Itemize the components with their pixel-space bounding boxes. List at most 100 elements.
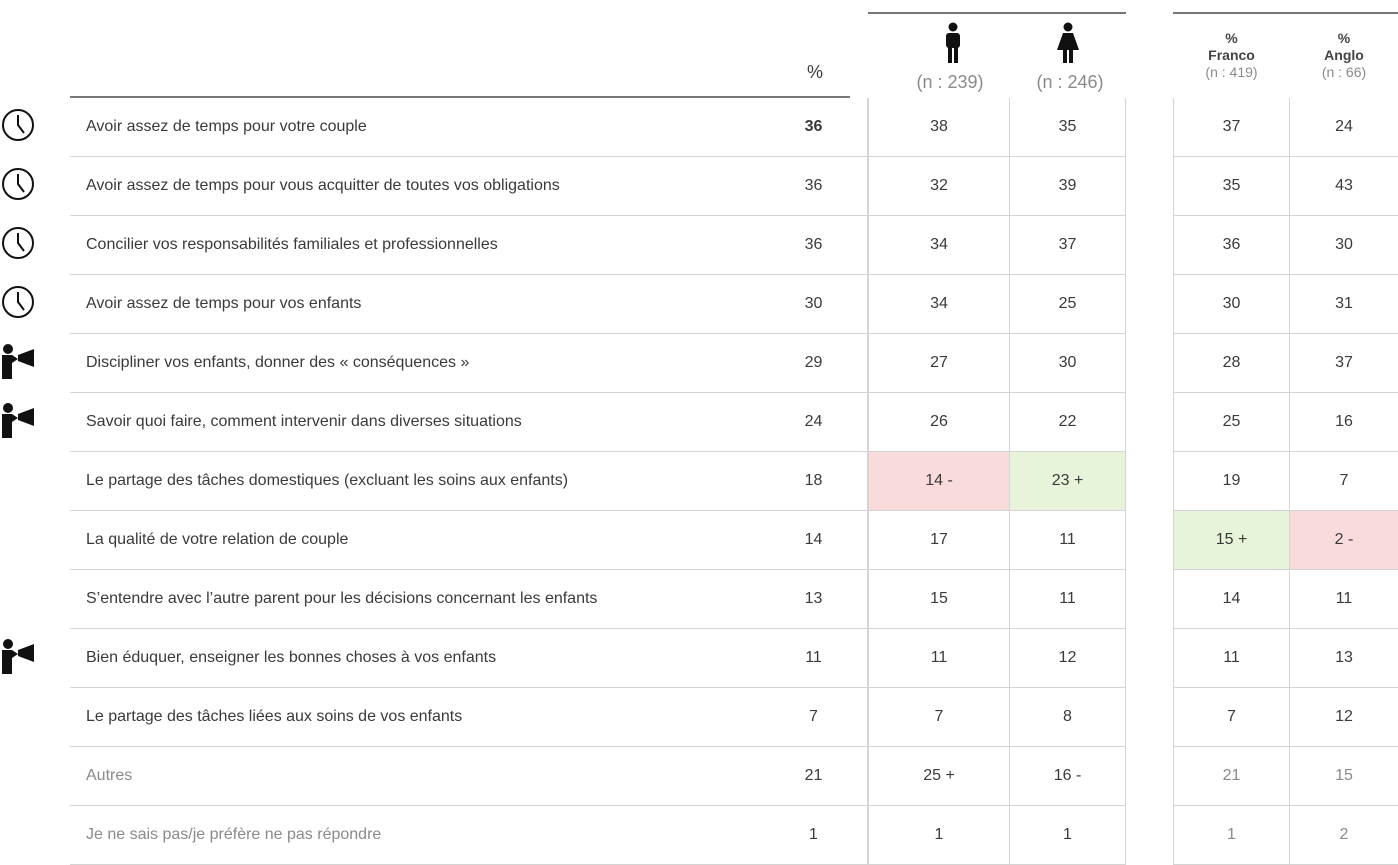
megaphone-icon [2,344,34,379]
anglo-header: % [1337,30,1351,46]
row-label: Concilier vos responsabilités familiales… [70,216,760,275]
cell: 32 [868,157,1010,216]
row-label: Le partage des tâches liées aux soins de… [70,688,760,747]
cell: 11 [760,629,868,688]
cell: 18 [760,452,868,511]
cell: 21 [760,747,868,806]
row-label: Avoir assez de temps pour vos enfants [70,275,760,334]
cell: 35 [1010,98,1126,157]
cell: 25 + [868,747,1010,806]
cell: 25 [1010,275,1126,334]
cell: 19 [1173,452,1290,511]
row-label: Autres [70,747,760,806]
row-label: Je ne sais pas/je préfère ne pas répondr… [70,806,760,865]
cell: 38 [868,98,1010,157]
cell: 12 [1010,629,1126,688]
cell: 37 [1010,216,1126,275]
cell: 24 [1290,98,1398,157]
cell: 7 [1290,452,1398,511]
total-header: % [806,62,823,82]
cell: 11 [1173,629,1290,688]
women-n: (n : 246) [1036,72,1104,92]
cell: 13 [1290,629,1398,688]
cell: 30 [1290,216,1398,275]
cell: 39 [1010,157,1126,216]
cell: 30 [760,275,868,334]
cell: 15 [868,570,1010,629]
cell: 37 [1173,98,1290,157]
cell: 30 [1173,275,1290,334]
cell: 24 [760,393,868,452]
row-label: Discipliner vos enfants, donner des « co… [70,334,760,393]
cell: 7 [868,688,1010,747]
cell: 34 [868,275,1010,334]
cell: 11 [1010,570,1126,629]
cell: 14 [760,511,868,570]
row-label: S’entendre avec l’autre parent pour les … [70,570,760,629]
cell: 1 [1010,806,1126,865]
cell: 16 [1290,393,1398,452]
clock-icon [2,227,34,259]
cell: 37 [1290,334,1398,393]
cell: 23 + [1010,452,1126,511]
cell: 27 [868,334,1010,393]
cell: 15 + [1173,511,1290,570]
cell: 31 [1290,275,1398,334]
cell: 14 [1173,570,1290,629]
franco-header: Franco [1208,47,1255,63]
clock-icon [2,168,34,200]
cell: 21 [1173,747,1290,806]
cell: 36 [1173,216,1290,275]
cell: 34 [868,216,1010,275]
header-rule [1173,12,1398,14]
cell: 11 [1290,570,1398,629]
cell: 8 [1010,688,1126,747]
header-rule [70,96,850,98]
men-n: (n : 239) [916,72,984,92]
cell: 15 [1290,747,1398,806]
cell: 28 [1173,334,1290,393]
anglo-n: (n : 66) [1321,64,1367,80]
cell: 17 [868,511,1010,570]
cell: 36 [760,157,868,216]
cell: 36 [760,98,868,157]
clock-icon [2,286,34,318]
franco-header: % [1225,30,1238,46]
cell: 2 [1290,806,1398,865]
cell: 16 - [1010,747,1126,806]
men-icon [946,22,960,63]
row-label: Bien éduquer, enseigner les bonnes chose… [70,629,760,688]
cell: 36 [760,216,868,275]
header-rule [868,12,1126,14]
cell: 30 [1010,334,1126,393]
cell: 12 [1290,688,1398,747]
row-label: La qualité de votre relation de couple [70,511,760,570]
cell: 1 [868,806,1010,865]
cell: 35 [1173,157,1290,216]
cell: 25 [1173,393,1290,452]
row-label: Avoir assez de temps pour vous acquitter… [70,157,760,216]
megaphone-icon [2,639,34,674]
cell: 2 - [1290,511,1398,570]
cell: 13 [760,570,868,629]
cell: 1 [760,806,868,865]
cell: 22 [1010,393,1126,452]
row-label: Savoir quoi faire, comment intervenir da… [70,393,760,452]
cell: 11 [868,629,1010,688]
cell: 1 [1173,806,1290,865]
cell: 26 [868,393,1010,452]
franco-n: (n : 419) [1205,64,1258,80]
cell: 43 [1290,157,1398,216]
row-label: Le partage des tâches domestiques (exclu… [70,452,760,511]
cell: 11 [1010,511,1126,570]
cell: 7 [760,688,868,747]
row-label: Avoir assez de temps pour votre couple [70,98,760,157]
women-icon [1057,22,1079,63]
clock-icon [2,109,34,141]
cell: 29 [760,334,868,393]
anglo-header: Anglo [1324,47,1364,63]
megaphone-icon [2,403,34,438]
cell: 7 [1173,688,1290,747]
cell: 14 - [868,452,1010,511]
